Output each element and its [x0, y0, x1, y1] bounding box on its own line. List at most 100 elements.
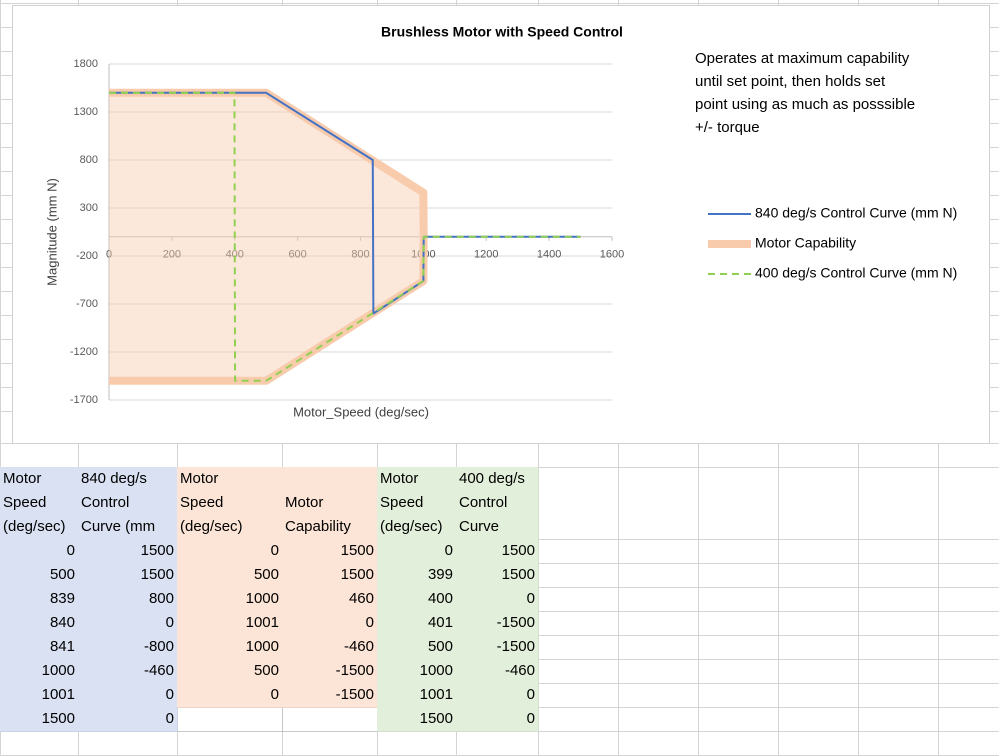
table-cell: -1500	[456, 611, 539, 636]
table-cell: -1500	[456, 635, 539, 660]
table-cell: 1500	[282, 539, 378, 564]
table-cell: -460	[78, 659, 178, 684]
table-cell: 0	[456, 587, 539, 612]
y-tick-label: 1800	[74, 58, 98, 70]
y-tick-label: -1200	[70, 346, 98, 358]
annotation: Operates at maximum capability	[695, 50, 910, 67]
table-cell: 1500	[78, 539, 178, 564]
header-text: Motor	[180, 470, 219, 487]
table-cell: -800	[78, 635, 178, 660]
legend-label: Motor Capability	[755, 235, 856, 251]
y-tick-label: -1700	[70, 394, 98, 406]
header-text: 400 deg/s	[459, 470, 525, 487]
table-cell: 1500	[377, 707, 457, 732]
header-text: Speed	[380, 494, 424, 511]
header-cell: 840 deg/s Control Curve (mm	[78, 467, 178, 540]
table-cell: 1000	[0, 659, 79, 684]
table-cell: 1001	[177, 611, 283, 636]
header-text: Capability	[285, 518, 351, 535]
table-cell: 1001	[377, 683, 457, 708]
annotation: point using as much as posssible	[695, 96, 915, 113]
chart: Brushless Motor with Speed Control Motor…	[12, 5, 990, 444]
table-cell: 1500	[456, 563, 539, 588]
y-tick-label: 1300	[74, 106, 98, 118]
x-tick-label: 800	[351, 249, 369, 261]
table-cell: 0	[456, 707, 539, 732]
series-line	[109, 91, 581, 382]
table-cell: -460	[456, 659, 539, 684]
x-tick-label: 200	[163, 249, 181, 261]
table-cell: 0	[456, 683, 539, 708]
table-cell: 0	[377, 539, 457, 564]
table-cell: 401	[377, 611, 457, 636]
legend-label: 840 deg/s Control Curve (mm N)	[755, 205, 957, 221]
header-text: Speed	[180, 494, 224, 511]
table-cell: 0	[0, 539, 79, 564]
header-text: 840 deg/s	[81, 470, 147, 487]
header-text: Speed	[3, 494, 47, 511]
x-axis-title: Motor_Speed (deg/sec)	[293, 404, 429, 419]
table-cell: 1001	[0, 683, 79, 708]
x-tick-label: 1600	[600, 249, 624, 261]
annotation: +/- torque	[695, 119, 760, 136]
header-text: Control	[81, 494, 130, 511]
table-cell: 1000	[177, 635, 283, 660]
table-cell: 1000	[177, 587, 283, 612]
header-text: Curve	[459, 518, 500, 535]
header-text: (deg/sec)	[180, 518, 243, 535]
table-cell: 399	[377, 563, 457, 588]
table-cell: 0	[78, 707, 178, 732]
header-text: Motor	[3, 470, 42, 487]
table-cell: 400	[377, 587, 457, 612]
header-cell: Motor Speed (deg/sec)	[177, 467, 283, 540]
header-text: (deg/sec)	[380, 518, 443, 535]
table-cell: 500	[0, 563, 79, 588]
y-tick-label: -200	[76, 250, 98, 262]
table-cell: 0	[78, 683, 178, 708]
table-cell: 0	[78, 611, 178, 636]
table-cell: 800	[78, 587, 178, 612]
header-cell: Motor Capability	[282, 467, 378, 540]
series-line	[109, 88, 428, 385]
header-cell: 400 deg/s Control Curve	[456, 467, 539, 540]
header-text: (deg/sec)	[3, 518, 66, 535]
table-cell: 841	[0, 635, 79, 660]
table-cell: 840	[0, 611, 79, 636]
table-cell: 0	[282, 611, 378, 636]
x-tick-label: 400	[226, 249, 244, 261]
table-cell: 1500	[282, 563, 378, 588]
header-cell: Motor Speed (deg/sec)	[377, 467, 457, 540]
y-tick-label: -700	[76, 298, 98, 310]
header-text: Control	[459, 494, 508, 511]
table-cell: 500	[177, 563, 283, 588]
table-cell: 500	[377, 635, 457, 660]
header-text: Motor	[380, 470, 419, 487]
table-cell: 0	[177, 683, 283, 708]
table-cell: 500	[177, 659, 283, 684]
header-cell: Motor Speed (deg/sec)	[0, 467, 79, 540]
table-cell: 460	[282, 587, 378, 612]
header-text: Motor	[285, 494, 324, 511]
annotation: until set point, then holds set	[695, 73, 886, 90]
table-cell: 1000	[377, 659, 457, 684]
legend-label: 400 deg/s Control Curve (mm N)	[755, 265, 957, 281]
x-tick-label: 1400	[537, 249, 561, 261]
chart-title: Brushless Motor with Speed Control	[381, 24, 623, 40]
y-axis-title: Magnitude (mm N)	[44, 178, 59, 286]
table-cell	[177, 707, 283, 732]
table-cell: 1500	[78, 563, 178, 588]
x-tick-label: 1200	[474, 249, 498, 261]
table-cell: -460	[282, 635, 378, 660]
y-tick-label: 800	[80, 154, 98, 166]
table-cell: 0	[177, 539, 283, 564]
x-tick-label: 600	[288, 249, 306, 261]
series-line	[109, 91, 581, 315]
table-cell: -1500	[282, 659, 378, 684]
table-cell: 839	[0, 587, 79, 612]
y-tick-label: 300	[80, 202, 98, 214]
table-cell: 1500	[456, 539, 539, 564]
x-tick-label: 0	[106, 249, 112, 261]
table-cell	[282, 707, 378, 732]
table-cell: 1500	[0, 707, 79, 732]
